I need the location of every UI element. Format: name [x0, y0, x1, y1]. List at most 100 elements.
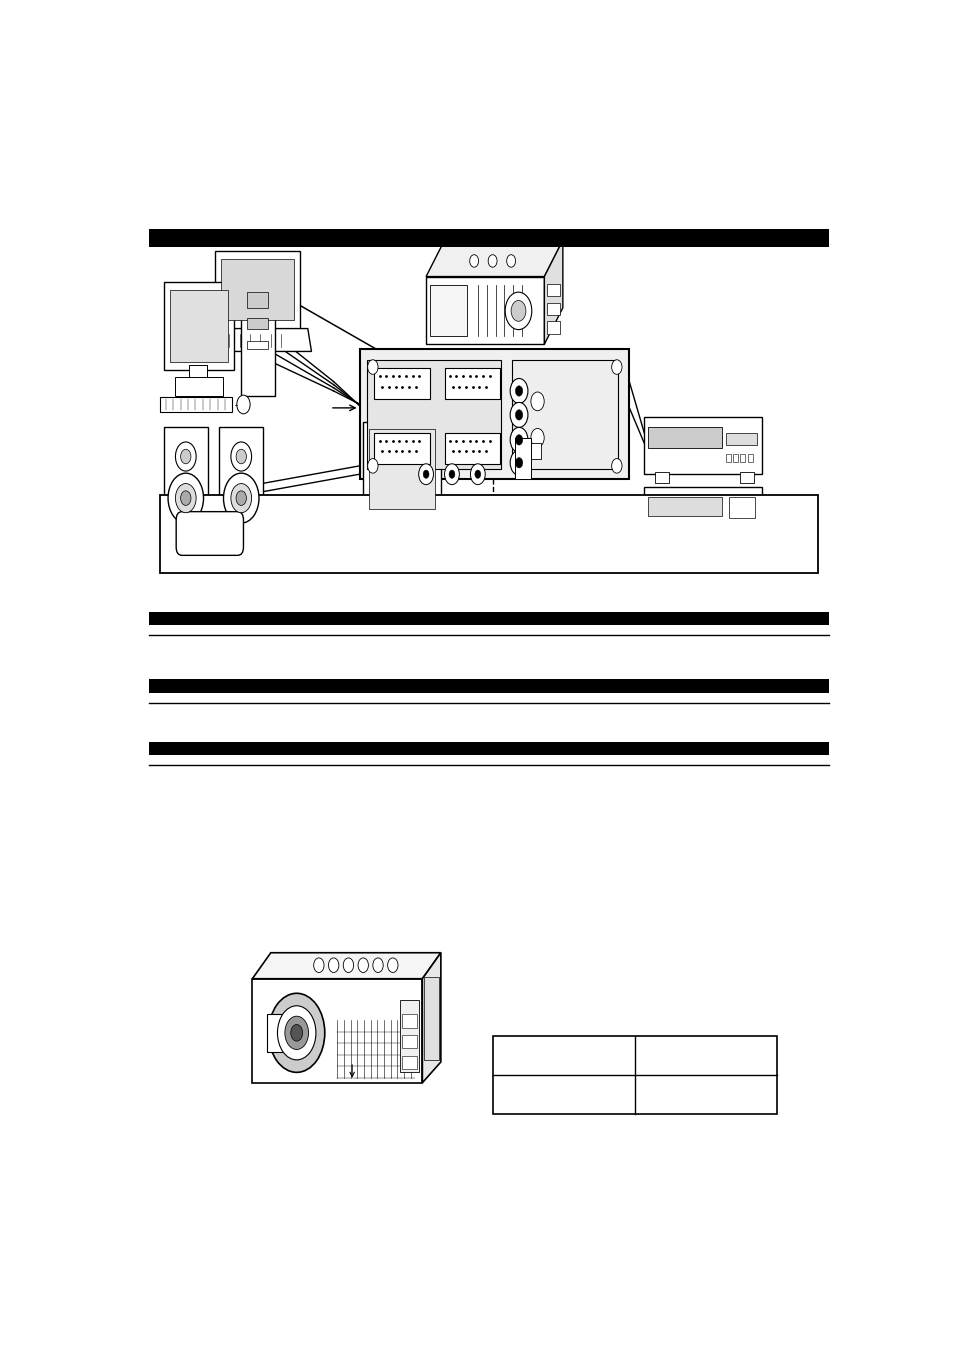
- Bar: [149, 742, 828, 755]
- Bar: [429, 285, 466, 336]
- Bar: [400, 1000, 418, 1073]
- Circle shape: [235, 490, 246, 505]
- Bar: [149, 680, 828, 693]
- Circle shape: [223, 473, 258, 523]
- Bar: [740, 471, 753, 482]
- Circle shape: [515, 386, 522, 396]
- Circle shape: [470, 463, 485, 485]
- Bar: [267, 1015, 283, 1051]
- Bar: [363, 422, 440, 516]
- Circle shape: [291, 1024, 302, 1042]
- Circle shape: [510, 378, 527, 404]
- Circle shape: [488, 255, 497, 267]
- Bar: [369, 430, 435, 508]
- Bar: [247, 317, 268, 328]
- Circle shape: [510, 403, 527, 427]
- Bar: [367, 359, 500, 469]
- Circle shape: [418, 463, 433, 485]
- Circle shape: [180, 490, 191, 505]
- FancyBboxPatch shape: [176, 512, 243, 555]
- Circle shape: [343, 958, 354, 973]
- Bar: [423, 977, 438, 1061]
- Bar: [643, 417, 761, 474]
- Circle shape: [423, 470, 429, 478]
- Circle shape: [357, 958, 368, 973]
- Bar: [215, 250, 300, 328]
- Circle shape: [449, 470, 455, 478]
- Bar: [160, 397, 233, 412]
- Bar: [247, 292, 268, 308]
- Bar: [732, 454, 738, 462]
- Circle shape: [510, 450, 527, 476]
- Bar: [515, 438, 531, 480]
- Circle shape: [236, 394, 250, 413]
- Bar: [149, 228, 828, 247]
- Circle shape: [168, 473, 203, 523]
- Circle shape: [367, 458, 377, 473]
- Bar: [219, 427, 263, 531]
- Circle shape: [475, 470, 480, 478]
- Bar: [174, 377, 222, 396]
- Bar: [647, 497, 721, 516]
- Bar: [546, 303, 559, 315]
- Circle shape: [314, 958, 324, 973]
- Polygon shape: [252, 978, 422, 1082]
- Bar: [374, 367, 429, 400]
- Bar: [546, 322, 559, 334]
- Circle shape: [277, 1005, 315, 1061]
- Circle shape: [444, 463, 459, 485]
- Bar: [747, 454, 752, 462]
- Circle shape: [235, 450, 246, 463]
- Circle shape: [231, 442, 252, 471]
- Circle shape: [530, 428, 543, 447]
- Bar: [401, 1035, 416, 1048]
- Circle shape: [505, 292, 531, 330]
- Polygon shape: [204, 328, 311, 351]
- Circle shape: [387, 958, 397, 973]
- Bar: [247, 340, 268, 350]
- Circle shape: [469, 255, 478, 267]
- Circle shape: [515, 435, 522, 444]
- Bar: [170, 290, 228, 362]
- Bar: [511, 359, 618, 469]
- Bar: [401, 1055, 416, 1069]
- Bar: [380, 524, 423, 536]
- Circle shape: [373, 958, 383, 973]
- Bar: [401, 1015, 416, 1028]
- Bar: [221, 259, 294, 320]
- Bar: [728, 497, 755, 517]
- Bar: [444, 432, 499, 463]
- Polygon shape: [422, 952, 440, 1082]
- Circle shape: [180, 450, 191, 463]
- Circle shape: [231, 484, 252, 512]
- Circle shape: [511, 300, 525, 322]
- Circle shape: [515, 409, 522, 420]
- Circle shape: [175, 442, 196, 471]
- Bar: [492, 1036, 777, 1115]
- Circle shape: [269, 993, 324, 1073]
- Bar: [394, 512, 410, 526]
- Bar: [359, 350, 629, 480]
- Circle shape: [530, 392, 543, 411]
- Polygon shape: [544, 240, 562, 345]
- Bar: [374, 432, 429, 463]
- Bar: [740, 454, 744, 462]
- Bar: [160, 494, 817, 573]
- Bar: [724, 432, 756, 444]
- Bar: [724, 454, 730, 462]
- Bar: [546, 284, 559, 296]
- Bar: [643, 486, 761, 528]
- Bar: [426, 277, 544, 345]
- Bar: [149, 612, 828, 626]
- Circle shape: [285, 1016, 308, 1050]
- Circle shape: [510, 427, 527, 453]
- Bar: [647, 427, 721, 449]
- Polygon shape: [252, 952, 440, 978]
- Circle shape: [515, 458, 522, 467]
- Circle shape: [367, 359, 377, 374]
- Bar: [190, 365, 207, 381]
- Circle shape: [328, 958, 338, 973]
- Circle shape: [611, 458, 621, 473]
- Bar: [527, 443, 540, 458]
- Bar: [164, 282, 233, 370]
